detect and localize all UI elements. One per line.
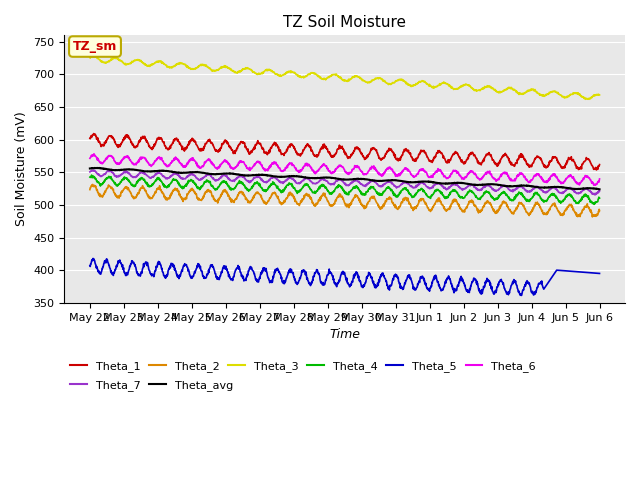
Theta_avg [147,168,154,174]
Theta_5 [376,274,384,279]
Theta_3 [323,76,330,82]
Theta_2 [313,202,321,207]
Theta_1 [596,162,604,168]
Line: Theta_6: Theta_6 [90,154,600,185]
Line: Theta_4: Theta_4 [90,175,600,204]
Theta_2 [376,205,384,211]
Y-axis label: Soil Moisture (mV): Soil Moisture (mV) [15,112,28,227]
Theta_4 [313,188,321,193]
Theta_3 [582,96,589,102]
Theta_1 [90,131,97,136]
Theta_2 [323,195,330,201]
Theta_2 [147,196,154,202]
Theta_6 [86,156,93,161]
Theta_2 [303,191,310,196]
Theta_2 [89,181,97,187]
Theta_6 [303,161,310,167]
Theta_avg [323,175,330,180]
Theta_avg [126,167,134,172]
Theta_4 [147,183,154,189]
Theta_4 [126,179,134,184]
Theta_avg [595,186,603,192]
X-axis label: Time: Time [329,328,360,341]
Theta_4 [596,195,604,201]
Theta_1 [86,135,93,141]
Theta_7 [147,175,154,181]
Theta_2 [589,214,596,220]
Theta_5 [89,256,97,262]
Theta_7 [303,175,310,181]
Theta_avg [313,175,321,181]
Theta_3 [376,75,384,81]
Theta_4 [376,192,384,197]
Theta_6 [590,182,598,188]
Theta_7 [376,184,384,190]
Theta_4 [590,202,598,207]
Theta_6 [596,176,604,182]
Line: Theta_3: Theta_3 [90,56,600,99]
Theta_avg [376,178,384,184]
Theta_1 [147,145,154,151]
Line: Theta_5: Theta_5 [90,259,600,296]
Line: Theta_2: Theta_2 [90,184,600,217]
Theta_3 [313,72,321,78]
Theta_4 [86,174,93,180]
Theta_5 [126,264,134,269]
Theta_5 [596,271,604,276]
Theta_avg [93,165,101,171]
Theta_5 [303,272,310,278]
Theta_5 [147,271,154,276]
Theta_2 [86,187,93,192]
Theta_1 [376,156,384,162]
Theta_7 [126,171,134,177]
Theta_3 [303,73,310,79]
Theta_3 [86,55,93,60]
Legend: Theta_7, Theta_avg: Theta_7, Theta_avg [70,380,233,391]
Theta_avg [303,175,310,180]
Theta_4 [323,185,330,191]
Theta_6 [313,168,321,174]
Theta_5 [518,293,525,299]
Theta_6 [126,157,134,163]
Theta_1 [593,167,600,173]
Theta_5 [86,263,93,269]
Theta_4 [88,172,95,178]
Theta_avg [86,166,93,171]
Theta_3 [126,61,134,67]
Theta_7 [323,178,330,184]
Theta_3 [147,62,154,68]
Theta_2 [596,208,604,214]
Theta_1 [303,143,310,148]
Theta_1 [323,144,330,149]
Text: TZ_sm: TZ_sm [73,40,117,53]
Theta_1 [126,136,134,142]
Theta_7 [313,180,321,186]
Theta_6 [90,151,98,156]
Theta_5 [323,276,330,282]
Title: TZ Soil Moisture: TZ Soil Moisture [284,15,406,30]
Theta_3 [596,92,604,98]
Theta_6 [323,164,330,169]
Theta_7 [591,192,599,198]
Line: Theta_7: Theta_7 [90,170,600,195]
Theta_7 [596,188,604,194]
Theta_1 [313,154,321,160]
Theta_6 [147,162,154,168]
Line: Theta_avg: Theta_avg [90,168,600,189]
Theta_2 [126,188,134,194]
Theta_6 [376,171,384,177]
Theta_5 [313,268,321,274]
Line: Theta_1: Theta_1 [90,133,600,170]
Theta_4 [303,181,310,187]
Theta_avg [596,186,604,192]
Theta_3 [92,53,99,59]
Theta_7 [91,168,99,173]
Theta_7 [86,169,93,175]
